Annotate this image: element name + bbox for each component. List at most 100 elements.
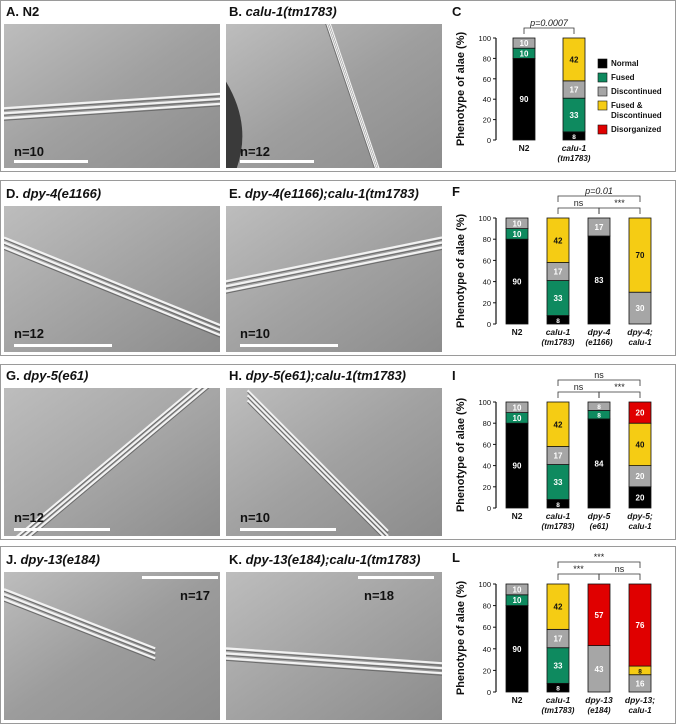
bar-value-label: 8 — [638, 668, 642, 675]
sem-image-h-drawing — [226, 388, 442, 536]
bar-value-label: 8 — [572, 134, 576, 141]
legend-swatch-disorganized — [597, 124, 608, 135]
legend-label: Normal — [611, 59, 639, 68]
bar-value-label: 42 — [554, 603, 563, 612]
scale-bar-k — [358, 576, 434, 579]
sem-image-j-background — [4, 572, 220, 720]
sem-image-h-ridge — [246, 389, 389, 532]
scale-bar-h — [240, 528, 336, 531]
panel-genotype-b: calu-1(tm1783) — [245, 4, 337, 19]
category-label: calu-1 — [546, 327, 571, 337]
legend-label: Fused & — [611, 101, 643, 110]
y-tick-label: 60 — [483, 623, 491, 632]
panel-genotype-g: dpy-5(e61) — [23, 368, 89, 383]
significance-label: p=0.01 — [584, 186, 613, 196]
sem-image-d — [4, 206, 220, 352]
category-label: dpy-13; — [625, 695, 655, 705]
significance-bracket — [557, 379, 641, 386]
sem-image-e-ridge — [226, 246, 442, 293]
n-count-d: n=12 — [14, 326, 44, 341]
bar-value-label: 10 — [513, 414, 522, 423]
y-tick-label: 0 — [487, 320, 491, 329]
sem-image-g-ridge — [15, 388, 197, 536]
bar-segment-discontinued — [512, 37, 536, 49]
sem-image-j-ridge — [4, 588, 156, 650]
bar-value-label: 10 — [513, 585, 522, 594]
legend-label: Fused — [611, 73, 635, 82]
bar-value-label: 90 — [513, 462, 522, 471]
category-label: dpy-5 — [588, 511, 611, 521]
panel-genotype-h: dpy-5(e61);calu-1(tm1783) — [245, 368, 407, 383]
panel-label-d: D. dpy-4(e1166) — [6, 186, 101, 201]
bar-value-label: 8 — [556, 318, 560, 325]
panel-letter-a: A. — [6, 4, 19, 19]
bar-value-label: 90 — [513, 645, 522, 654]
category-sublabel: calu-1 — [628, 706, 652, 715]
category-sublabel: (e184) — [587, 706, 610, 715]
sem-image-h-ridge — [246, 399, 385, 536]
sem-image-k-drawing — [226, 572, 442, 720]
sem-image-b — [226, 24, 442, 168]
bar-value-label: 33 — [554, 478, 563, 487]
y-tick-label: 60 — [483, 75, 491, 84]
bar-value-label: 40 — [636, 440, 645, 449]
sem-image-h-ridge-shadow — [247, 397, 387, 536]
category-label: dpy-5; — [627, 511, 653, 521]
sem-image-k-background — [226, 572, 442, 720]
y-tick-label: 40 — [483, 462, 491, 471]
y-tick-label: 60 — [483, 440, 491, 449]
sem-image-h-ridge — [246, 394, 389, 536]
bar-value-label: 43 — [595, 665, 604, 674]
sem-image-g-ridge — [21, 388, 203, 536]
bar-segment-discontinued — [505, 401, 529, 413]
sem-image-d-drawing — [4, 206, 220, 352]
n-count-j: n=17 — [180, 588, 210, 603]
y-tick-label: 80 — [483, 602, 491, 611]
category-sublabel: (e61) — [590, 522, 609, 531]
sem-image-k-ridge — [226, 657, 442, 675]
bar-value-label: 76 — [636, 621, 645, 630]
category-sublabel: (tm1783) — [542, 706, 575, 715]
sem-image-k-ridge — [226, 652, 442, 670]
sem-image-d-ridge — [4, 241, 220, 332]
sem-image-e-ridge-shadow — [226, 244, 442, 289]
sem-image-j-ridge-shadow — [4, 590, 156, 651]
n-count-k: n=18 — [364, 588, 394, 603]
sem-image-a-ridge — [4, 92, 220, 110]
category-label: N2 — [512, 695, 523, 705]
sem-image-j-ridge — [4, 593, 156, 655]
y-tick-label: 0 — [487, 688, 491, 697]
y-tick-label: 40 — [483, 278, 491, 287]
bar-value-label: 20 — [636, 493, 645, 502]
panel-genotype-e: dpy-4(e1166);calu-1(tm1783) — [244, 186, 419, 201]
bar-value-label: 8 — [597, 413, 601, 420]
sem-image-d-background — [4, 206, 220, 352]
significance-bracket — [598, 207, 641, 214]
panel-label-h: H. dpy-5(e61);calu-1(tm1783) — [229, 368, 406, 383]
chart-panel-letter: C — [452, 4, 462, 19]
sem-image-a-ridge-shadow — [4, 105, 220, 121]
bar-value-label: 20 — [636, 472, 645, 481]
sem-image-g-drawing — [4, 388, 220, 536]
significance-bracket — [557, 573, 600, 580]
bar-value-label: 17 — [554, 268, 563, 277]
sem-image-e-ridge-shadow — [226, 249, 442, 294]
sem-image-d-ridge-shadow — [4, 249, 220, 338]
bar-segment-discontinued — [587, 217, 611, 237]
sem-image-j-ridge — [4, 598, 156, 660]
sem-image-h-background — [226, 388, 442, 536]
chart-panel-letter: F — [452, 184, 460, 199]
bar-value-label: 8 — [556, 686, 560, 693]
sem-image-g-ridge-shadow — [31, 388, 210, 536]
sem-image-j-ridge-shadow — [4, 600, 156, 661]
chart-l: L Phenotype of alae (%) 0 20 40 60 80 100 90 10 10… — [452, 550, 655, 715]
bar-value-label: 17 — [554, 635, 563, 644]
sem-image-d-ridge — [4, 236, 220, 327]
bar-value-label: 20 — [636, 409, 645, 418]
category-sublabel: (e1166) — [586, 338, 613, 347]
sem-image-e-drawing — [226, 206, 442, 352]
sem-image-e-ridge-shadow — [226, 239, 442, 284]
sem-image-d-ridge — [4, 246, 220, 337]
bar-segment-disorganized — [628, 401, 652, 424]
significance-label: *** — [573, 564, 584, 574]
